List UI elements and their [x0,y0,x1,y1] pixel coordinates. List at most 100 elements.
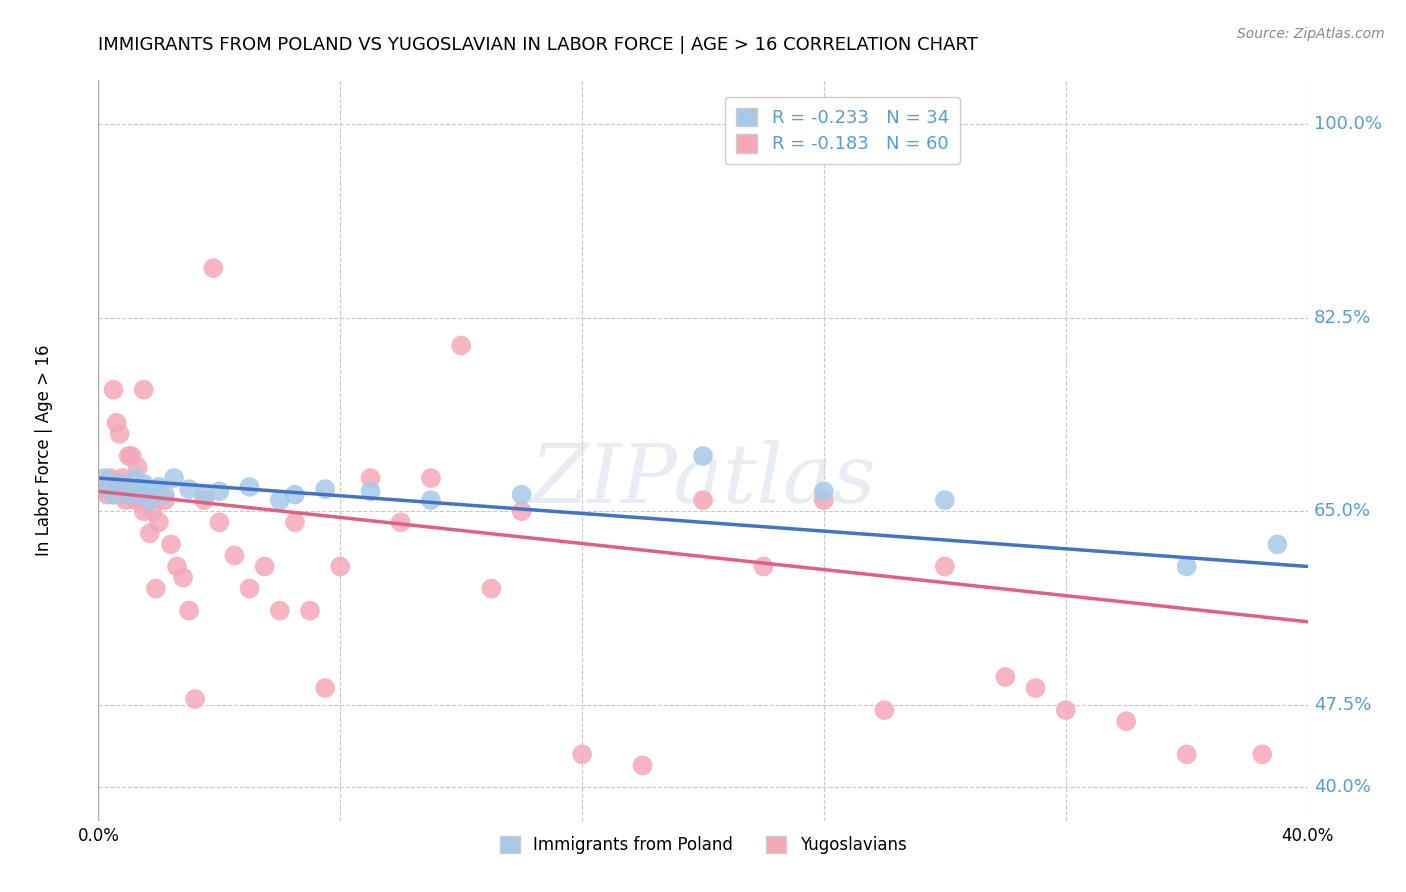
Point [420,471,443,485]
Point [360,484,382,499]
Point [239,480,262,494]
Point [193,488,215,502]
Point [132,476,155,491]
Text: In Labor Force | Age > 16: In Labor Force | Age > 16 [35,344,53,557]
Point [129,488,152,502]
Point [132,504,155,518]
Point [752,559,775,574]
Point [510,488,533,502]
Point [208,484,231,499]
Point [114,493,136,508]
Point [269,604,291,618]
Text: 82.5%: 82.5% [1313,309,1371,326]
Point [121,449,143,463]
Point [111,484,134,499]
Point [389,516,412,530]
Point [314,482,336,496]
Point [142,484,165,499]
Point [284,488,307,502]
Point [93,482,115,496]
Point [208,516,231,530]
Point [166,559,188,574]
Point [692,449,714,463]
Point [132,383,155,397]
Point [481,582,503,596]
Point [1175,559,1198,574]
Text: 47.5%: 47.5% [1313,696,1371,714]
Point [299,604,322,618]
Point [103,488,125,502]
Point [692,493,714,508]
Point [253,559,276,574]
Point [108,476,131,491]
Point [118,449,141,463]
Point [127,482,149,496]
Point [148,516,170,530]
Point [108,426,131,441]
Point [314,681,336,695]
Point [135,493,157,508]
Point [813,484,835,499]
Point [1115,714,1137,729]
Point [118,488,141,502]
Point [813,493,835,508]
Point [100,471,122,485]
Point [111,488,134,502]
Point [135,482,157,496]
Point [329,559,352,574]
Point [124,471,146,485]
Point [1267,537,1289,551]
Text: 65.0%: 65.0% [1313,502,1371,520]
Point [105,416,128,430]
Text: 40.0%: 40.0% [1281,827,1334,845]
Point [153,493,176,508]
Point [121,482,143,496]
Point [163,471,186,485]
Point [179,604,201,618]
Point [139,493,162,508]
Point [103,383,125,397]
Point [193,493,215,508]
Point [148,480,170,494]
Point [111,471,134,485]
Point [124,493,146,508]
Point [160,537,183,551]
Point [184,692,207,706]
Point [153,488,176,502]
Point [1251,747,1274,762]
Point [224,549,246,563]
Point [142,504,165,518]
Point [100,482,122,496]
Point [571,747,593,762]
Point [934,559,956,574]
Point [360,471,382,485]
Text: IMMIGRANTS FROM POLAND VS YUGOSLAVIAN IN LABOR FORCE | AGE > 16 CORRELATION CHAR: IMMIGRANTS FROM POLAND VS YUGOSLAVIAN IN… [98,36,979,54]
Text: ZIPatlas: ZIPatlas [530,440,876,520]
Text: 100.0%: 100.0% [1313,115,1382,134]
Point [420,493,443,508]
Point [284,516,307,530]
Point [172,570,194,584]
Point [450,338,472,352]
Text: 0.0%: 0.0% [77,827,120,845]
Point [93,471,115,485]
Point [139,526,162,541]
Point [179,482,201,496]
Point [1054,703,1077,717]
Point [269,493,291,508]
Point [145,582,167,596]
Text: 40.0%: 40.0% [1313,779,1371,797]
Text: Source: ZipAtlas.com: Source: ZipAtlas.com [1237,27,1385,41]
Point [1175,747,1198,762]
Point [239,582,262,596]
Point [873,703,896,717]
Point [105,482,128,496]
Point [510,504,533,518]
Point [96,488,118,502]
Point [118,488,141,502]
Point [127,488,149,502]
Point [631,758,654,772]
Legend: Immigrants from Poland, Yugoslavians: Immigrants from Poland, Yugoslavians [489,826,917,864]
Point [1024,681,1046,695]
Point [129,493,152,508]
